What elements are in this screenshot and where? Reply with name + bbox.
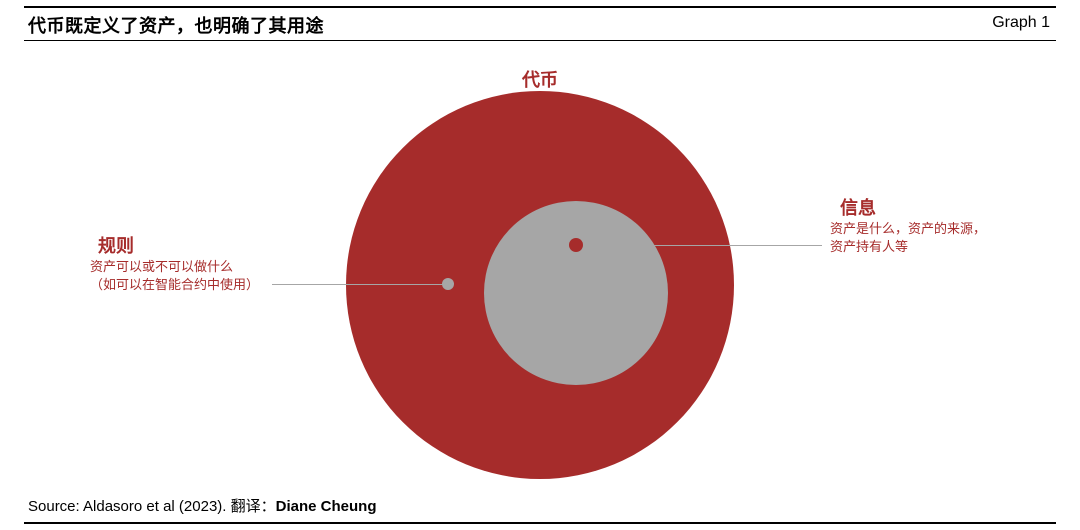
rules-leader-dot — [442, 278, 454, 290]
info-leader-dot — [569, 238, 583, 252]
rules-label-sub: 资产可以或不可以做什么 （如可以在智能合约中使用） — [90, 258, 259, 293]
figure-frame: 代币既定义了资产，也明确了其用途 Graph 1 代币 规则 资产可以或不可以做… — [0, 0, 1080, 530]
token-label: 代币 — [522, 66, 558, 92]
info-label-title: 信息 — [840, 194, 876, 220]
info-leader-line — [576, 245, 822, 246]
diagram-area: 代币 规则 资产可以或不可以做什么 （如可以在智能合约中使用） 信息 资产是什么… — [0, 40, 1080, 492]
info-label-sub: 资产是什么，资产的来源， 资产持有人等 — [830, 220, 986, 255]
graph-number: Graph 1 — [992, 14, 1050, 32]
rule-top — [24, 6, 1056, 8]
inner-circle-info — [484, 201, 668, 385]
rules-leader-line — [272, 284, 448, 285]
source-line: Source: Aldasoro et al (2023). 翻译：Diane … — [28, 495, 376, 516]
rule-bottom — [24, 522, 1056, 524]
translator-name: Diane Cheung — [276, 498, 377, 515]
translation-label: 翻译： — [231, 498, 276, 515]
rules-label-title: 规则 — [98, 232, 134, 258]
source-text: Source: Aldasoro et al (2023). — [28, 498, 231, 515]
figure-title: 代币既定义了资产，也明确了其用途 — [28, 12, 324, 38]
